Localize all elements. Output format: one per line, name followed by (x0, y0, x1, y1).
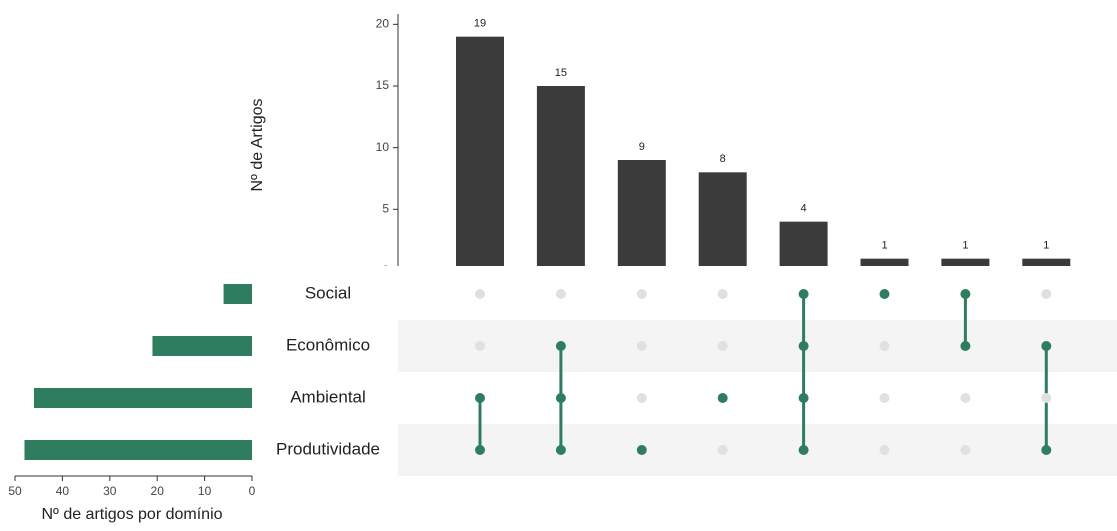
member-dot (798, 289, 809, 299)
x-tick-label: 20 (151, 484, 165, 498)
empty-dot (555, 289, 566, 299)
empty-dot (1041, 289, 1052, 299)
row-band (398, 424, 1117, 476)
value-label: 1 (881, 240, 887, 252)
member-dot (475, 445, 485, 455)
value-label: 15 (555, 67, 567, 79)
y-tick-label: 0 (382, 263, 389, 277)
intersection-chart: 0 5 10 15 20 19 15 9 8 4 1 1 1 (376, 14, 1071, 277)
y-tick-label: 10 (376, 140, 390, 154)
bar (536, 86, 585, 266)
row-band (398, 320, 1117, 372)
bar (698, 172, 747, 266)
empty-dot (1041, 393, 1052, 403)
x-tick-label: 0 (249, 484, 256, 498)
value-label: 9 (639, 141, 645, 153)
member-dot (798, 341, 809, 351)
empty-dot (960, 445, 971, 455)
y-axis-title: Nº de Artigos (249, 99, 266, 192)
empty-dot (636, 289, 647, 299)
bar (860, 258, 909, 266)
member-dot (1041, 341, 1052, 351)
member-dot (636, 445, 647, 455)
member-dot (879, 289, 890, 299)
x-axis-title: Nº de artigos por domínio (41, 506, 222, 523)
member-dot (555, 341, 566, 351)
empty-dot (717, 445, 728, 455)
member-dot (717, 393, 728, 403)
set-label: Social (305, 283, 351, 302)
y-tick-label: 20 (376, 17, 390, 31)
set-size-bar (24, 440, 253, 460)
member-dot (555, 393, 566, 403)
member-dot (475, 393, 485, 403)
value-label: 8 (720, 153, 726, 165)
bar (456, 36, 504, 266)
value-label: 19 (474, 18, 486, 30)
empty-dot (960, 393, 971, 403)
set-size-bar (33, 388, 253, 408)
member-dot (798, 445, 809, 455)
x-tick-label: 30 (103, 484, 117, 498)
x-tick-label: 40 (56, 484, 70, 498)
empty-dot (475, 341, 485, 351)
x-tick-label: 50 (8, 484, 22, 498)
member-dot (555, 445, 566, 455)
member-dot (798, 393, 809, 403)
empty-dot (717, 289, 728, 299)
x-tick-label: 10 (198, 484, 212, 498)
set-label: Produtividade (276, 439, 380, 458)
member-dot (1041, 445, 1052, 455)
empty-dot (636, 393, 647, 403)
y-tick-label: 15 (376, 78, 390, 92)
value-label: 1 (962, 240, 968, 252)
bar (617, 160, 666, 266)
set-label: Ambiental (290, 387, 366, 406)
empty-dot (879, 393, 890, 403)
set-size-bar (223, 284, 252, 304)
empty-dot (879, 445, 890, 455)
empty-dot (475, 289, 485, 299)
empty-dot (879, 341, 890, 351)
set-label: Econômico (286, 335, 370, 354)
empty-dot (717, 341, 728, 351)
bar (941, 258, 990, 266)
bar (779, 221, 828, 266)
member-dot (960, 341, 971, 351)
y-tick-label: 5 (382, 202, 389, 216)
value-label: 1 (1043, 240, 1049, 252)
set-size-bar (152, 336, 252, 356)
member-dot (960, 289, 971, 299)
value-label: 4 (801, 203, 807, 215)
empty-dot (636, 341, 647, 351)
bar (1022, 258, 1071, 266)
